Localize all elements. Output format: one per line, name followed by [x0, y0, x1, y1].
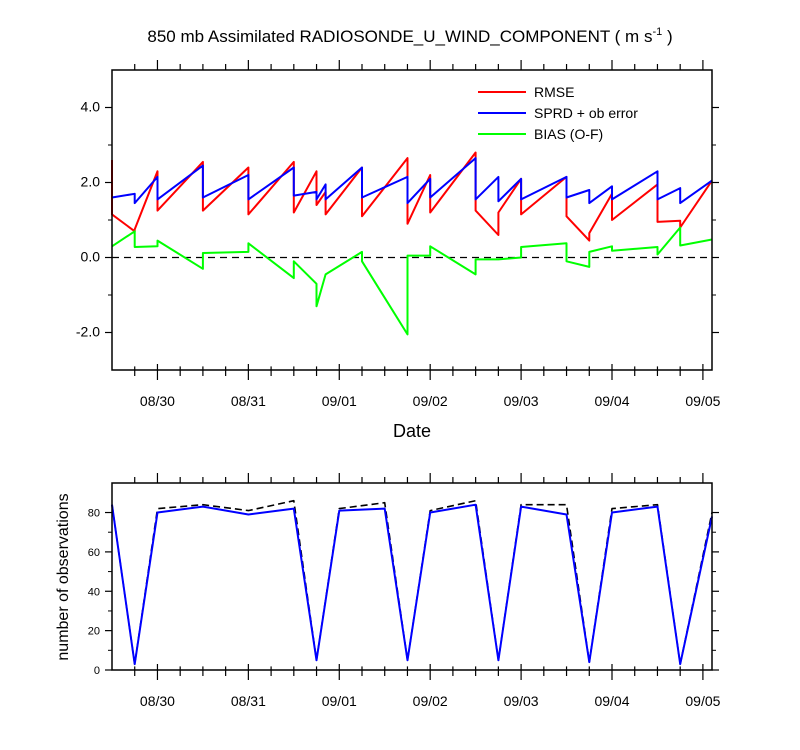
p1-y-tick-label: 80: [88, 508, 100, 520]
p1-x-tick-label: 09/01: [322, 693, 357, 709]
x-axis-label: Date: [393, 421, 431, 441]
p1-y-tick-label: 60: [88, 547, 100, 559]
p1-series-observations-used: [111, 503, 713, 666]
p0-legend-label: SPRD + ob error: [534, 105, 638, 121]
y-axis-label-observations: number of observations: [55, 493, 72, 660]
chart-title: 850 mb Assimilated RADIOSONDE_U_WIND_COM…: [147, 26, 672, 46]
p0-x-tick-label: 09/03: [504, 393, 539, 409]
p1-x-tick-label: 09/05: [685, 693, 720, 709]
bottom-panel: 0 20 40 60 80 08/30 08/31 09/01 09/02 09/03 09/04 0…: [88, 473, 721, 709]
p1-x-tick-label: 09/04: [594, 693, 629, 709]
p0-y-tick-label: 4.0: [81, 99, 101, 115]
p0-y-tick-label: 0.0: [81, 249, 101, 265]
p1-y-tick-label: 40: [88, 586, 100, 598]
p0-x-tick-label: 09/04: [594, 393, 629, 409]
chart-title-text: 850 mb Assimilated RADIOSONDE_U_WIND_COM…: [147, 27, 652, 46]
p0-y-tick-label: 2.0: [81, 174, 101, 190]
p1-y-tick-label: 0: [94, 665, 100, 677]
p0-x-tick-label: 09/02: [413, 393, 448, 409]
p0-x-tick-label: 09/05: [685, 393, 720, 409]
p0-x-tick-label: 08/30: [140, 393, 175, 409]
p0-y-tick-label: -2.0: [76, 324, 100, 340]
p0-legend-label: BIAS (O-F): [534, 126, 603, 142]
p1-y-tick-label: 20: [88, 626, 100, 638]
p0-series-sprd-ob-error: [111, 157, 713, 205]
p0-series-bias-o-f: [111, 226, 713, 336]
p0-x-tick-label: 08/31: [231, 393, 266, 409]
p0-x-tick-label: 09/01: [322, 393, 357, 409]
p1-x-tick-label: 08/31: [231, 693, 266, 709]
top-panel: -2.0 0.0 2.0 4.0 08/30 08/31 09/01 09/02 09/03 09…: [76, 60, 721, 409]
chart-title-tail: ): [662, 27, 672, 46]
p1-plot-frame: [111, 482, 713, 671]
p1-x-tick-label: 09/02: [413, 693, 448, 709]
chart-title-unit-sup: -1: [652, 26, 662, 38]
p1-series-observations-possible: [111, 499, 713, 665]
p1-x-tick-label: 08/30: [140, 693, 175, 709]
p1-x-tick-label: 09/03: [504, 693, 539, 709]
p0-legend-label: RMSE: [534, 84, 574, 100]
